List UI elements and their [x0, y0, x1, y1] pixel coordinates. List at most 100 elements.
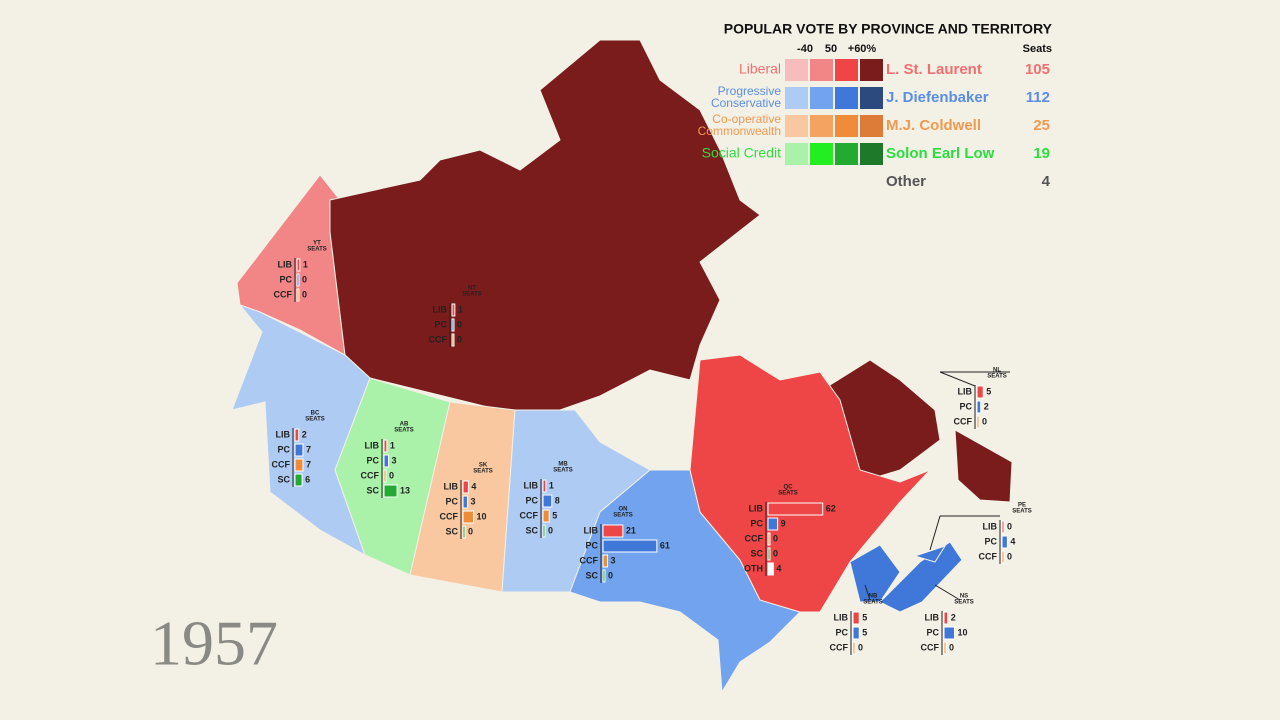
seat-bar — [852, 611, 860, 625]
other-name: Other — [886, 173, 926, 190]
region-code: PE — [1018, 503, 1026, 509]
seat-count: 5 — [552, 510, 557, 520]
leader-lines — [864, 371, 1010, 601]
party-code: PC — [835, 627, 848, 637]
party-code: CCF — [361, 470, 380, 480]
party-code: LIB — [278, 259, 293, 269]
seat-bar — [383, 484, 398, 498]
legend-swatch — [785, 143, 808, 165]
party-seats: 105 — [1025, 61, 1050, 78]
party-code: LIB — [524, 480, 539, 490]
leader-line — [864, 584, 871, 601]
party-code: CCF — [440, 511, 459, 521]
seats-label: SEATS — [954, 600, 974, 606]
seat-bar — [296, 273, 300, 287]
seat-count: 0 — [608, 570, 613, 580]
legend-swatch — [810, 59, 833, 81]
party-name: Progressive — [718, 84, 782, 98]
legend-swatch — [835, 115, 858, 137]
seats-label: SEATS — [863, 600, 883, 606]
party-code: LIB — [925, 612, 940, 622]
seat-bar — [462, 510, 474, 524]
seat-bar — [1001, 520, 1005, 534]
seat-count: 5 — [986, 386, 991, 396]
region-code: BC — [311, 411, 320, 417]
seat-count: 2 — [302, 429, 307, 439]
leader-line — [934, 584, 961, 601]
seat-count: 0 — [302, 289, 307, 299]
seat-bar — [542, 509, 550, 523]
seat-bar — [976, 400, 982, 414]
seat-count: 1 — [303, 259, 308, 269]
party-code: PC — [434, 319, 447, 329]
party-name: Social Credit — [702, 145, 781, 161]
seat-bar — [294, 473, 303, 487]
party-code: PC — [959, 401, 972, 411]
seats-header: Seats — [1023, 43, 1052, 55]
seats-label: SEATS — [462, 292, 482, 298]
seat-count: 61 — [660, 540, 670, 550]
legend-swatch — [785, 87, 808, 109]
legend-swatch — [810, 143, 833, 165]
seat-count: 5 — [862, 627, 867, 637]
legend-swatch — [810, 87, 833, 109]
seat-count: 0 — [982, 416, 987, 426]
seats-label: SEATS — [307, 247, 327, 253]
party-seats: 25 — [1033, 117, 1050, 134]
region-code: NS — [960, 594, 968, 600]
leader-line — [939, 371, 976, 387]
seat-bar — [602, 524, 624, 538]
party-code: SC — [750, 548, 763, 558]
party-code: CCF — [580, 555, 599, 565]
seat-bar — [602, 539, 658, 553]
seat-count: 4 — [776, 563, 781, 573]
party-code: PC — [366, 455, 379, 465]
party-code: PC — [279, 274, 292, 284]
party-code: SC — [525, 525, 538, 535]
party-code: LIB — [834, 612, 849, 622]
party-code: CCF — [429, 334, 448, 344]
party-code: LIB — [433, 304, 448, 314]
seat-count: 0 — [457, 319, 462, 329]
seat-count: 0 — [858, 642, 863, 652]
seat-bar — [976, 385, 984, 399]
seat-count: 3 — [611, 555, 616, 565]
party-code: CCF — [954, 416, 973, 426]
seats-label: SEATS — [778, 491, 798, 497]
seat-bar — [451, 303, 456, 317]
seats-label: SEATS — [613, 513, 633, 519]
seat-count: 0 — [1007, 551, 1012, 561]
seat-count: 0 — [773, 548, 778, 558]
seat-count: 3 — [392, 455, 397, 465]
seat-bar — [852, 641, 856, 655]
year: 1957 — [150, 608, 278, 679]
seat-bar — [943, 611, 949, 625]
region-code: QC — [784, 485, 794, 491]
nova-scotia — [879, 541, 963, 613]
seat-bar — [602, 569, 606, 583]
seats-label: SEATS — [305, 417, 325, 423]
seat-count: 62 — [826, 503, 836, 513]
seat-count: 10 — [477, 511, 487, 521]
party-code: LIB — [276, 429, 291, 439]
leader-name: L. St. Laurent — [886, 61, 982, 78]
party-code: PC — [926, 627, 939, 637]
legend-swatch — [860, 59, 883, 81]
party-code: OTH — [744, 563, 763, 573]
party-code: CCF — [830, 642, 849, 652]
leader-name: J. Diefenbaker — [886, 89, 989, 106]
seat-bar — [602, 554, 609, 568]
other-seats: 4 — [1042, 173, 1051, 190]
seat-count: 13 — [400, 485, 410, 495]
party-code: CCF — [274, 289, 293, 299]
seat-count: 1 — [458, 304, 463, 314]
seat-count: 21 — [626, 525, 636, 535]
party-code: PC — [585, 540, 598, 550]
